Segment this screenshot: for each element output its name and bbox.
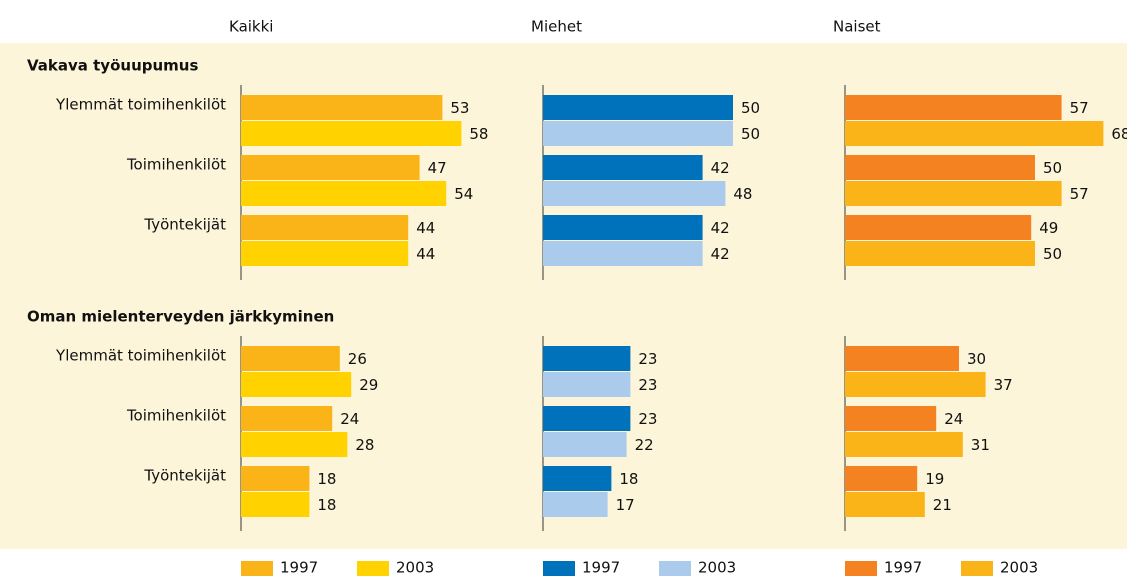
section-title: Oman mielenterveyden järkkyminen [27,308,334,326]
legend-swatch [659,561,691,576]
value-label: 37 [994,376,1013,394]
legend-label: 2003 [698,559,736,576]
bar [241,215,409,240]
legend-label: 2003 [396,559,434,576]
bar [241,241,409,266]
bar [543,432,627,457]
bar [543,181,726,206]
value-label: 22 [635,436,654,454]
column-title: Miehet [531,18,582,36]
value-label: 21 [933,496,952,514]
value-label: 18 [317,470,336,488]
bar [845,181,1062,206]
value-label: 53 [450,99,469,117]
value-label: 50 [741,125,760,143]
value-label: 44 [416,245,435,263]
bar [241,121,462,146]
value-label: 50 [1043,159,1062,177]
bar [845,95,1062,120]
legend-swatch [845,561,877,576]
bar [241,432,348,457]
category-label: Toimihenkilöt [126,156,226,174]
bar [241,155,420,180]
value-label: 44 [416,219,435,237]
legend-swatch [543,561,575,576]
column-title: Kaikki [229,18,273,36]
bar [845,241,1035,266]
column-title: Naiset [833,18,881,36]
section-title: Vakava työuupumus [27,57,198,75]
value-label: 23 [638,350,657,368]
bar [543,121,733,146]
bar [241,406,333,431]
legend-label: 2003 [1000,559,1038,576]
bar [241,181,447,206]
bar [543,346,631,371]
bar [543,95,733,120]
value-label: 48 [733,185,752,203]
value-label: 57 [1070,185,1089,203]
value-label: 58 [469,125,488,143]
legend-label: 1997 [582,559,620,576]
bar [543,215,703,240]
bar [845,121,1104,146]
value-label: 50 [741,99,760,117]
bar [241,95,443,120]
bar [845,466,918,491]
category-label: Toimihenkilöt [126,407,226,425]
legend-swatch [241,561,273,576]
category-label: Työntekijät [143,467,226,485]
bar [845,492,925,517]
value-label: 28 [355,436,374,454]
bar [845,215,1032,240]
value-label: 47 [428,159,447,177]
value-label: 17 [616,496,635,514]
value-label: 24 [944,410,963,428]
bar [845,432,963,457]
legend-swatch [961,561,993,576]
bar [543,492,608,517]
bar [241,466,310,491]
bar [543,406,631,431]
value-label: 26 [348,350,367,368]
legend-label: 1997 [280,559,318,576]
bar [845,406,937,431]
value-label: 42 [711,159,730,177]
value-label: 68 [1111,125,1127,143]
value-label: 57 [1070,99,1089,117]
legend-label: 1997 [884,559,922,576]
value-label: 18 [619,470,638,488]
value-label: 23 [638,410,657,428]
value-label: 49 [1039,219,1058,237]
bar [543,155,703,180]
bar [845,155,1035,180]
bar [543,372,631,397]
value-label: 18 [317,496,336,514]
bar [241,372,352,397]
value-label: 50 [1043,245,1062,263]
value-label: 42 [711,245,730,263]
value-label: 54 [454,185,473,203]
value-label: 42 [711,219,730,237]
legend-swatch [357,561,389,576]
bar [241,492,310,517]
category-label: Työntekijät [143,216,226,234]
category-label: Ylemmät toimihenkilöt [55,96,226,114]
category-label: Ylemmät toimihenkilöt [55,347,226,365]
bar [543,241,703,266]
value-label: 31 [971,436,990,454]
value-label: 23 [638,376,657,394]
value-label: 29 [359,376,378,394]
value-label: 24 [340,410,359,428]
bar [845,346,959,371]
value-label: 19 [925,470,944,488]
bar [241,346,340,371]
bar [543,466,612,491]
bar [845,372,986,397]
value-label: 30 [967,350,986,368]
